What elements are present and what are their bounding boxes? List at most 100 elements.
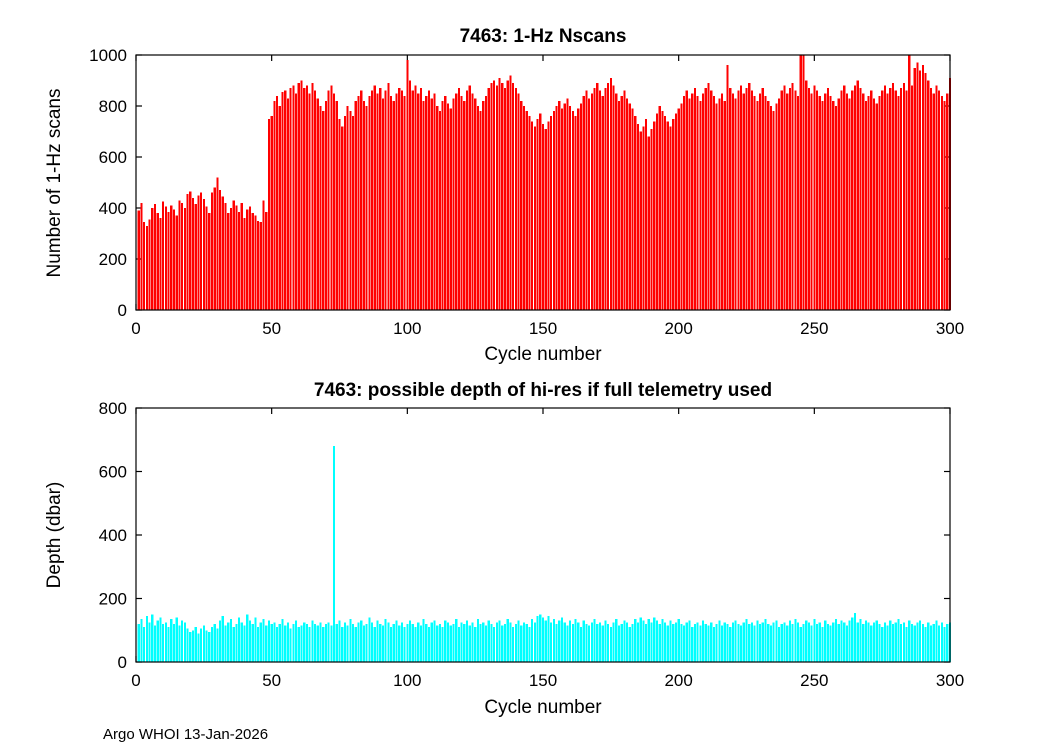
bar bbox=[829, 95, 832, 310]
bar bbox=[503, 88, 507, 311]
bar bbox=[219, 620, 222, 662]
bar bbox=[924, 72, 927, 310]
bar bbox=[276, 95, 279, 310]
bar bbox=[604, 88, 607, 311]
bar bbox=[346, 625, 349, 662]
bar bbox=[303, 88, 306, 311]
bar bbox=[227, 213, 230, 310]
bar bbox=[322, 627, 325, 662]
bar bbox=[796, 622, 800, 662]
bar bbox=[438, 623, 441, 662]
bar bbox=[878, 95, 881, 310]
bar bbox=[805, 620, 808, 662]
bar bbox=[517, 93, 520, 310]
bar bbox=[343, 116, 347, 310]
bar bbox=[864, 100, 867, 311]
bar bbox=[946, 623, 949, 662]
bar bbox=[474, 627, 477, 662]
bar bbox=[837, 623, 840, 662]
bar bbox=[710, 622, 713, 662]
bar bbox=[677, 108, 680, 310]
bar bbox=[156, 620, 159, 662]
bar bbox=[262, 200, 265, 310]
bar bbox=[208, 631, 211, 662]
bar bbox=[748, 623, 751, 662]
bar bbox=[593, 88, 596, 311]
bar bbox=[357, 622, 360, 662]
bar bbox=[636, 123, 640, 310]
bar bbox=[482, 622, 485, 662]
bar bbox=[289, 628, 292, 662]
bar bbox=[430, 98, 433, 310]
bar bbox=[172, 623, 176, 662]
bar bbox=[664, 116, 667, 310]
bar bbox=[438, 111, 441, 310]
bar bbox=[295, 620, 298, 662]
bar bbox=[791, 623, 794, 662]
bar bbox=[270, 623, 273, 662]
bar bbox=[316, 98, 319, 310]
bar bbox=[267, 620, 271, 662]
bar bbox=[685, 90, 688, 310]
bar bbox=[541, 617, 545, 662]
bar bbox=[387, 622, 390, 662]
bar bbox=[775, 103, 778, 310]
bar bbox=[897, 95, 900, 310]
bar bbox=[598, 90, 602, 310]
bar bbox=[672, 118, 675, 310]
bar bbox=[441, 627, 444, 662]
bar bbox=[322, 111, 325, 310]
bar bbox=[221, 615, 224, 662]
bar bbox=[498, 620, 501, 662]
bar bbox=[422, 100, 425, 311]
bar bbox=[894, 622, 897, 662]
bar bbox=[799, 627, 802, 662]
bar bbox=[669, 620, 672, 662]
bar bbox=[465, 620, 469, 662]
bar bbox=[758, 623, 762, 662]
bar bbox=[509, 75, 512, 311]
bar bbox=[311, 620, 314, 662]
bar bbox=[210, 627, 214, 662]
bar bbox=[273, 622, 276, 662]
bar bbox=[691, 627, 694, 662]
bar bbox=[799, 55, 802, 310]
bar bbox=[834, 106, 838, 310]
bar bbox=[536, 615, 539, 662]
bar bbox=[769, 625, 772, 662]
bar bbox=[376, 93, 379, 310]
bar bbox=[739, 625, 743, 662]
y-tick-label: 600 bbox=[99, 463, 127, 482]
bar bbox=[905, 90, 908, 310]
bar bbox=[647, 136, 650, 310]
bar bbox=[607, 83, 610, 310]
bar bbox=[286, 622, 290, 662]
bar bbox=[626, 98, 629, 310]
bar bbox=[520, 100, 523, 311]
bar bbox=[479, 623, 482, 662]
bar bbox=[680, 103, 683, 310]
bar bbox=[476, 106, 479, 310]
bar bbox=[248, 206, 252, 310]
bar bbox=[550, 116, 553, 310]
bar bbox=[341, 126, 344, 311]
bar bbox=[324, 623, 328, 662]
x-tick-label: 250 bbox=[800, 671, 828, 690]
bar bbox=[544, 620, 547, 662]
bar bbox=[547, 121, 550, 310]
bar bbox=[246, 614, 249, 663]
bar bbox=[335, 100, 338, 311]
bar bbox=[851, 90, 854, 310]
y-tick-label: 1000 bbox=[89, 46, 127, 65]
bar bbox=[528, 116, 531, 310]
bar bbox=[720, 93, 724, 310]
bar bbox=[514, 623, 517, 662]
bar bbox=[737, 623, 740, 662]
bar bbox=[932, 623, 935, 662]
bar bbox=[346, 106, 349, 310]
bar bbox=[574, 619, 577, 662]
bar bbox=[395, 93, 398, 310]
bar bbox=[235, 623, 238, 662]
bar bbox=[655, 113, 659, 311]
bar bbox=[910, 623, 914, 662]
